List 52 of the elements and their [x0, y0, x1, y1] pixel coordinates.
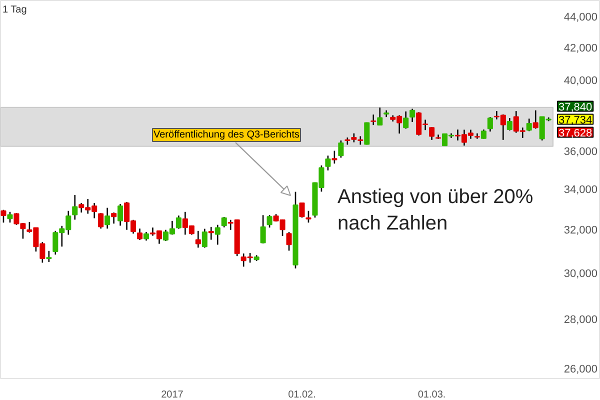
annotation: Anstieg von über 20% nach Zahlen	[338, 186, 534, 234]
y-tick-label: 32,000	[564, 224, 598, 237]
candlestick	[221, 216, 227, 228]
x-tick-label: 01.03.	[418, 390, 446, 400]
x-tick-label: 01.02.	[288, 390, 316, 400]
candlestick	[46, 250, 52, 263]
candlestick	[487, 116, 493, 132]
candlestick	[299, 202, 305, 218]
annotation: Veröffentlichung des Q3-Berichts	[154, 130, 300, 140]
candlestick	[286, 231, 292, 252]
candlestick	[429, 126, 435, 141]
candlestick	[111, 212, 117, 224]
candlestick	[118, 203, 124, 226]
y-tick-label: 28,000	[564, 314, 598, 326]
text: 37,628	[558, 127, 592, 140]
candlestick	[195, 230, 201, 248]
candlestick	[332, 150, 338, 164]
candlestick	[364, 122, 370, 146]
candlestick	[176, 214, 182, 230]
y-tick-label: 40,000	[564, 75, 598, 88]
candlestick	[214, 224, 220, 246]
y-tick-label: 44,000	[564, 11, 598, 24]
candlestick	[370, 114, 376, 126]
candlestick	[325, 154, 331, 172]
candlestick	[260, 214, 266, 244]
candlestick	[7, 211, 13, 224]
candlestick	[0, 209, 6, 224]
y-tick-label: 30,000	[564, 268, 598, 280]
candlestick	[306, 210, 312, 224]
candlestick	[338, 140, 344, 158]
candlestick	[532, 110, 538, 130]
candlestick	[410, 108, 416, 123]
candlestick	[72, 194, 78, 220]
candlestick	[202, 228, 208, 248]
candlestick	[136, 228, 143, 241]
text: 37,840	[558, 101, 592, 114]
y-tick-label: 36,000	[564, 146, 598, 158]
candlestick	[104, 207, 110, 230]
chart-subtitle: 1 Tag	[2, 4, 27, 16]
y-tick-label: 34,000	[564, 184, 598, 196]
candlestick	[526, 118, 532, 132]
candlestick	[506, 117, 512, 132]
candlestick	[377, 106, 383, 126]
candlestick	[208, 226, 214, 240]
x-tick-label: 2017	[161, 390, 184, 400]
y-tick-label: 26,000	[564, 364, 598, 376]
candlestick	[480, 128, 486, 140]
candlestick	[266, 214, 272, 228]
candlestick	[403, 110, 409, 130]
text: 37,734	[558, 114, 592, 126]
y-tick-label: 42,000	[564, 42, 598, 55]
candlestick	[98, 212, 104, 230]
